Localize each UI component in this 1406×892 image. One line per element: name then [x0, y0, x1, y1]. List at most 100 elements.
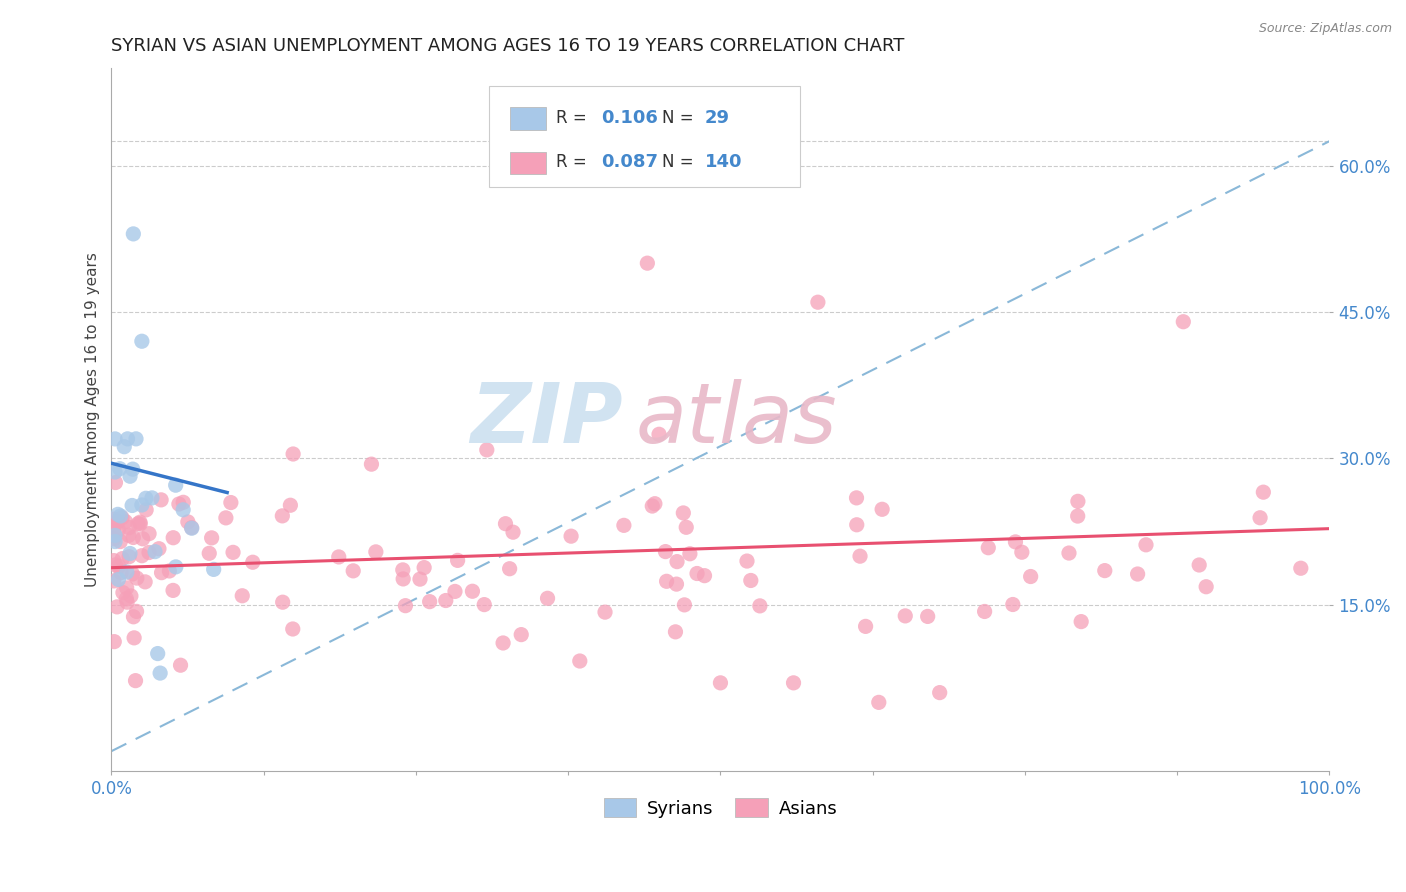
Text: N =: N =	[662, 153, 699, 171]
Point	[1094, 564, 1116, 578]
Point	[973, 605, 995, 619]
Text: Source: ZipAtlas.com: Source: ZipAtlas.com	[1258, 22, 1392, 36]
Point	[110, 566, 132, 580]
Point	[112, 440, 135, 454]
Point	[664, 624, 686, 639]
Point	[917, 609, 939, 624]
Point	[134, 574, 156, 589]
Point	[328, 549, 350, 564]
Point	[709, 676, 731, 690]
Point	[111, 585, 134, 599]
Point	[1135, 538, 1157, 552]
Point	[475, 442, 498, 457]
Point	[103, 553, 125, 567]
Point	[107, 523, 129, 537]
Point	[675, 520, 697, 534]
Point	[103, 524, 125, 538]
Point	[115, 595, 138, 609]
Point	[172, 503, 194, 517]
Point	[125, 432, 148, 446]
Point	[125, 604, 148, 618]
Point	[121, 499, 143, 513]
Point	[122, 531, 145, 545]
Point	[124, 673, 146, 688]
Point	[855, 619, 877, 633]
Point	[129, 516, 152, 531]
Point	[419, 595, 441, 609]
Point	[107, 508, 129, 522]
Point	[105, 599, 128, 614]
Point	[1019, 569, 1042, 583]
Point	[180, 520, 202, 534]
Point	[568, 654, 591, 668]
Point	[111, 510, 134, 524]
Point	[665, 577, 688, 591]
Text: N =: N =	[662, 109, 699, 127]
Text: R =: R =	[555, 153, 592, 171]
Point	[536, 591, 558, 606]
Point	[104, 432, 127, 446]
Point	[105, 515, 128, 529]
FancyBboxPatch shape	[510, 107, 547, 130]
Point	[472, 598, 495, 612]
Point	[169, 658, 191, 673]
Point	[1011, 545, 1033, 559]
Point	[644, 497, 666, 511]
Text: atlas: atlas	[636, 379, 837, 460]
Point	[104, 475, 127, 490]
FancyBboxPatch shape	[510, 152, 547, 174]
Point	[150, 566, 173, 580]
Point	[162, 583, 184, 598]
Point	[121, 462, 143, 476]
Point	[215, 511, 238, 525]
Point	[392, 572, 415, 586]
Point	[202, 562, 225, 576]
Point	[928, 685, 950, 699]
Point	[654, 544, 676, 558]
Point	[1067, 509, 1090, 524]
Point	[120, 589, 142, 603]
Point	[157, 564, 180, 578]
Point	[502, 525, 524, 540]
Point	[1070, 615, 1092, 629]
Point	[391, 563, 413, 577]
Point	[121, 566, 143, 581]
Text: R =: R =	[555, 109, 592, 127]
Point	[686, 566, 709, 581]
Point	[135, 491, 157, 506]
Point	[271, 595, 294, 609]
Point	[666, 555, 689, 569]
Point	[1188, 558, 1211, 572]
Point	[115, 565, 138, 579]
Point	[1067, 494, 1090, 508]
Point	[146, 647, 169, 661]
Point	[222, 545, 245, 559]
Point	[172, 495, 194, 509]
Text: 0.087: 0.087	[602, 153, 658, 171]
FancyBboxPatch shape	[489, 86, 800, 187]
Point	[673, 598, 696, 612]
Point	[495, 516, 517, 531]
Point	[510, 627, 533, 641]
Point	[281, 622, 304, 636]
Point	[1195, 580, 1218, 594]
Point	[103, 574, 125, 588]
Point	[138, 526, 160, 541]
Point	[434, 593, 457, 607]
Point	[165, 478, 187, 492]
Point	[103, 521, 125, 535]
Point	[118, 520, 141, 534]
Point	[131, 498, 153, 512]
Point	[103, 512, 125, 526]
Point	[143, 544, 166, 558]
Point	[114, 515, 136, 529]
Point	[977, 541, 1000, 555]
Y-axis label: Unemployment Among Ages 16 to 19 years: Unemployment Among Ages 16 to 19 years	[86, 252, 100, 587]
Point	[104, 528, 127, 542]
Point	[108, 559, 131, 574]
Point	[103, 532, 125, 546]
Point	[413, 560, 436, 574]
Point	[115, 581, 138, 595]
Point	[131, 532, 153, 546]
Point	[360, 457, 382, 471]
